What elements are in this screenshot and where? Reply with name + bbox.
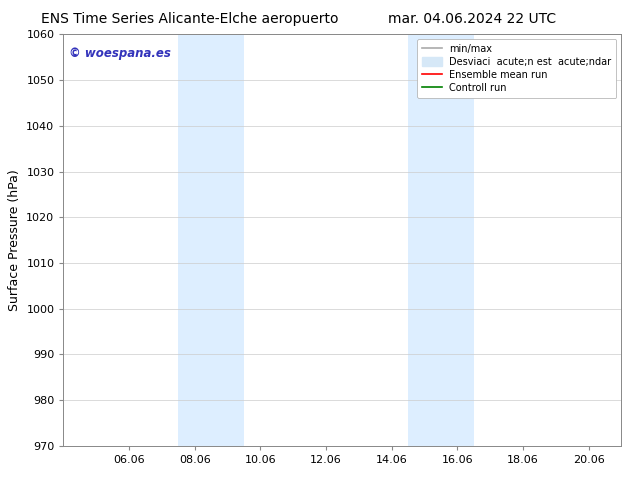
Legend: min/max, Desviaci  acute;n est  acute;ndar, Ensemble mean run, Controll run: min/max, Desviaci acute;n est acute;ndar… bbox=[417, 39, 616, 98]
Y-axis label: Surface Pressure (hPa): Surface Pressure (hPa) bbox=[8, 169, 21, 311]
Bar bbox=[408, 34, 474, 446]
Text: ENS Time Series Alicante-Elche aeropuerto: ENS Time Series Alicante-Elche aeropuert… bbox=[41, 12, 339, 26]
Text: © woespana.es: © woespana.es bbox=[69, 47, 171, 60]
Bar bbox=[178, 34, 244, 446]
Text: mar. 04.06.2024 22 UTC: mar. 04.06.2024 22 UTC bbox=[388, 12, 557, 26]
